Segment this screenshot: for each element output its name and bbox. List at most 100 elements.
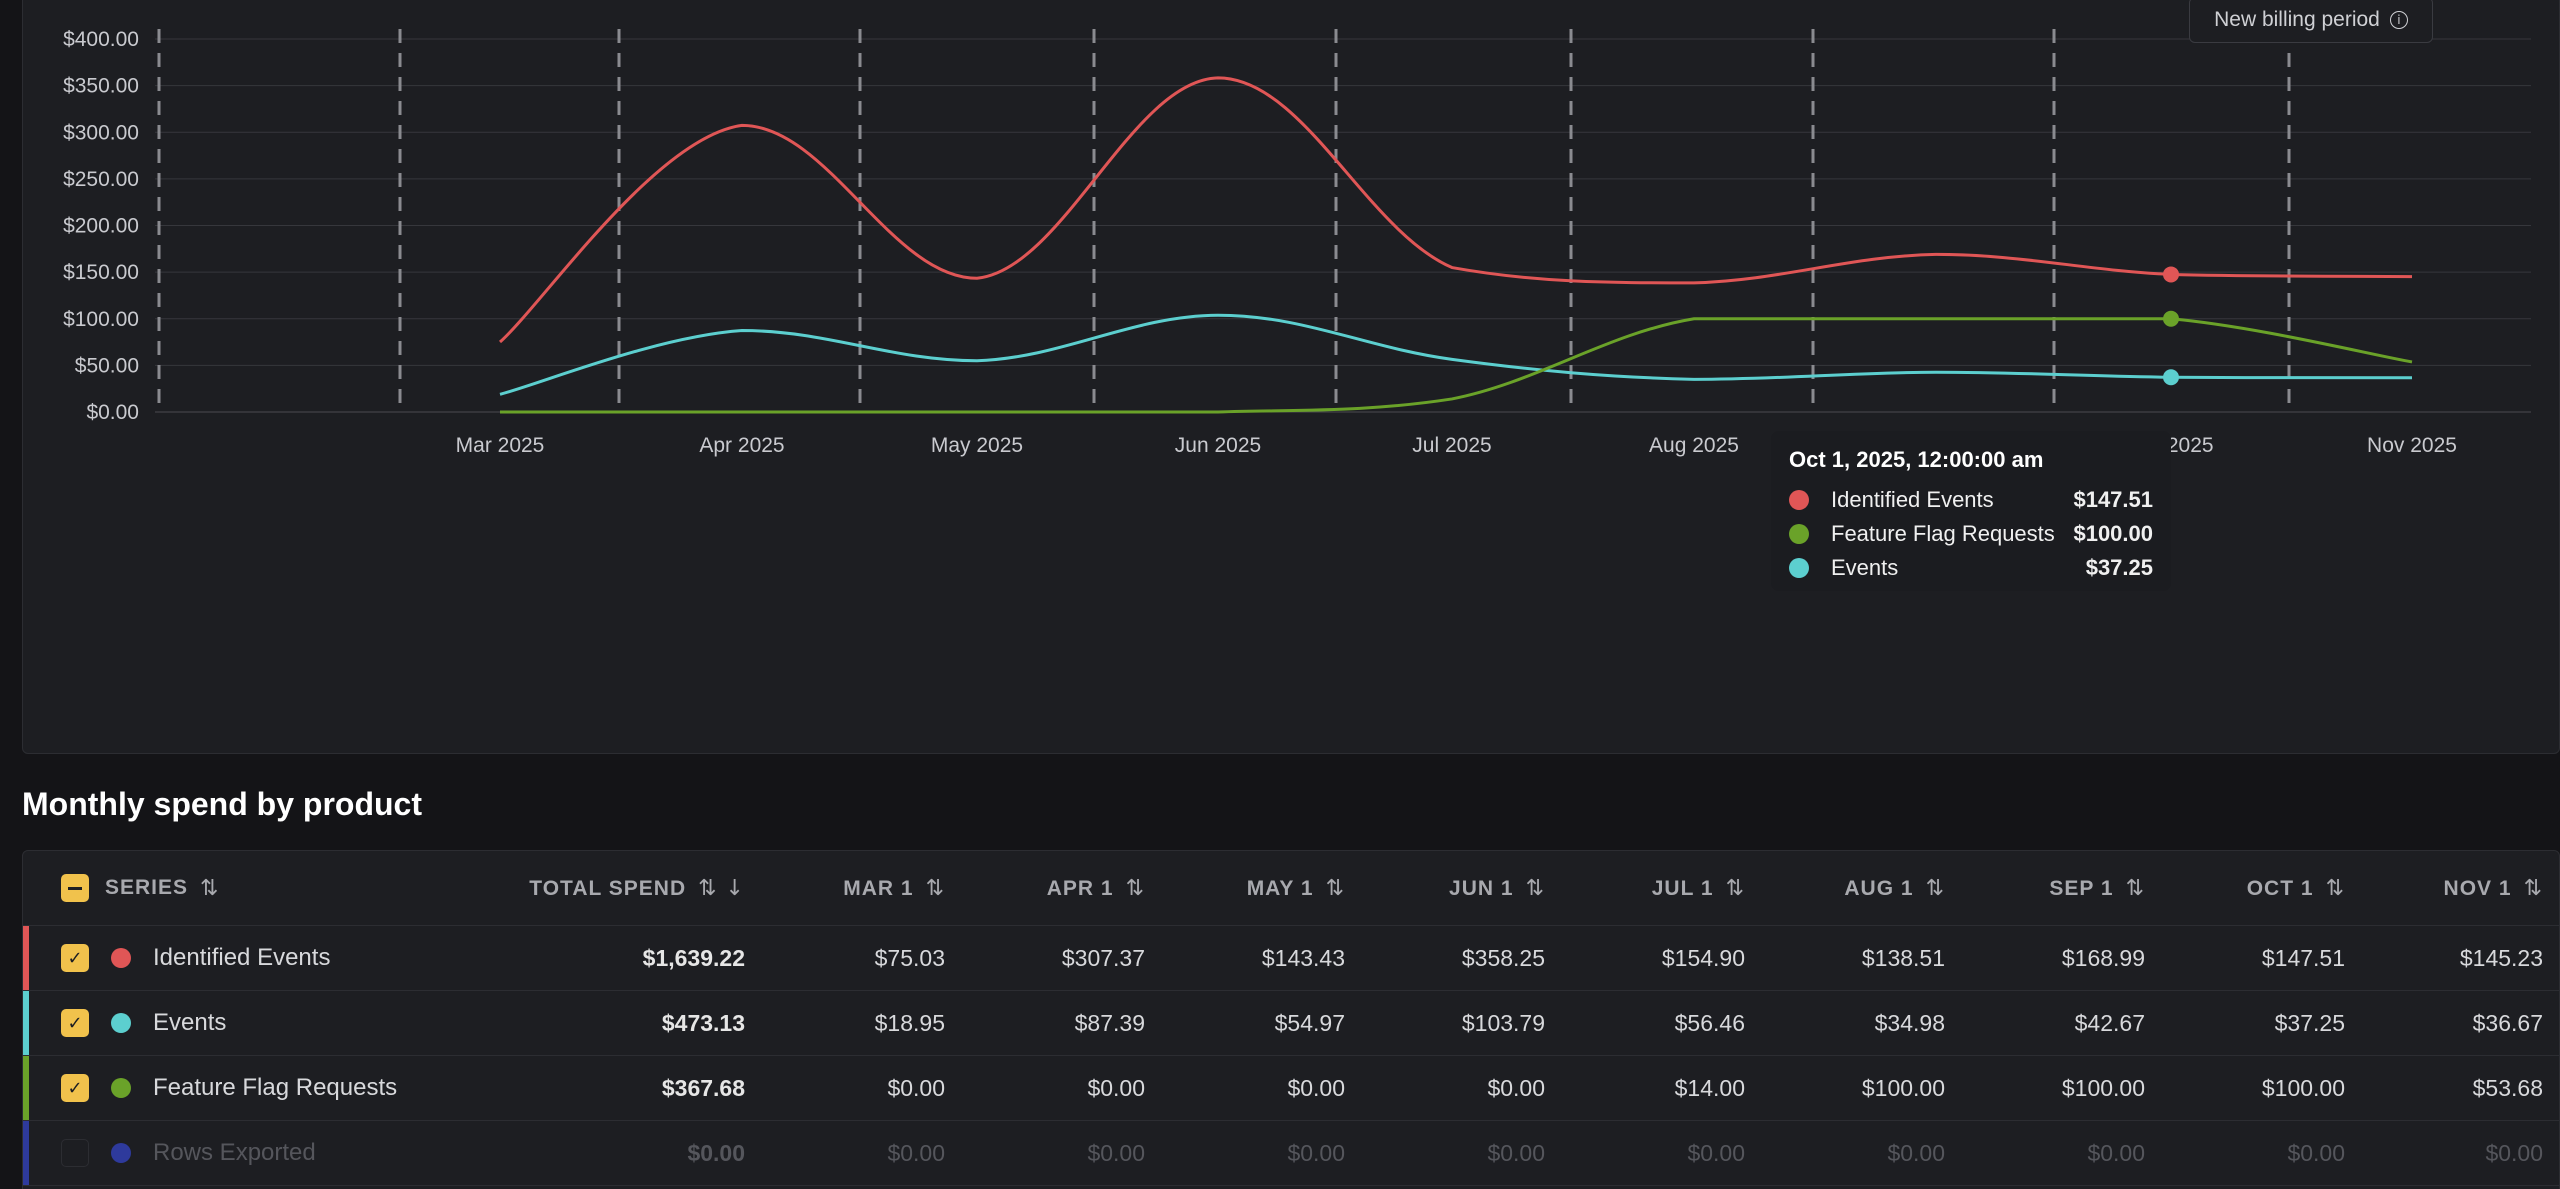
series-checkbox[interactable] — [61, 1139, 89, 1167]
sort-icon[interactable]: ⇅ — [1325, 875, 1345, 901]
month-value-cell: $100.00 — [1963, 1055, 2163, 1121]
sort-icon[interactable]: ⇅ — [2325, 875, 2345, 901]
month-value-cell: $0.00 — [763, 1120, 963, 1186]
data-point — [2163, 310, 2179, 327]
sort-icon[interactable]: ⇅ — [1925, 875, 1945, 901]
y-tick-label: $300.00 — [63, 121, 139, 144]
series-cell: ✓ Feature Flag Requests — [23, 1055, 463, 1121]
info-icon[interactable]: i — [2389, 11, 2408, 29]
select-all-checkbox[interactable] — [61, 874, 89, 902]
new-billing-period-badge[interactable]: New billing period i — [2189, 0, 2433, 43]
tooltip-series-name: Identified Events — [1831, 487, 1994, 512]
month-value-cell: $100.00 — [1763, 1055, 1963, 1121]
month-value-cell: $53.68 — [2363, 1055, 2559, 1121]
x-tick-label: Mar 2025 — [456, 434, 545, 457]
x-tick-label: Jun 2025 — [1175, 434, 1261, 457]
month-value-cell: $103.79 — [1363, 990, 1563, 1056]
month-value-cell: $147.51 — [2163, 925, 2363, 991]
month-value-cell: $0.00 — [1963, 1120, 2163, 1186]
column-header-month[interactable]: MAY 1 ⇅ — [1163, 851, 1363, 926]
spend-chart-card: $0.00 $50.00 $100.00 $150.00 $200.00 $250.00 $… — [22, 0, 2560, 754]
y-tick-label: $0.00 — [86, 401, 139, 424]
column-header-month[interactable]: JUL 1 ⇅ — [1563, 851, 1763, 926]
sort-icon[interactable]: ⇅ — [1525, 875, 1545, 901]
column-label: SEP 1 — [2049, 876, 2114, 900]
column-label: SERIES — [105, 876, 189, 899]
column-header-month[interactable]: APR 1 ⇅ — [963, 851, 1163, 926]
column-header-total-spend[interactable]: TOTAL SPEND ⇅ ↓ — [463, 851, 763, 926]
month-value-cell: $0.00 — [1563, 1120, 1763, 1186]
table-header-row: SERIES ⇅ TOTAL SPEND ⇅ ↓ MAR 1 ⇅ APR 1 ⇅ MA… — [23, 851, 2559, 926]
series-checkbox[interactable]: ✓ — [61, 1074, 89, 1102]
column-label: OCT 1 — [2246, 876, 2314, 900]
series-color-dot — [111, 1078, 131, 1098]
series-line — [499, 317, 2413, 414]
column-header-month[interactable]: JUN 1 ⇅ — [1363, 851, 1563, 926]
column-header-month[interactable]: SEP 1 ⇅ — [1963, 851, 2163, 926]
column-header-month[interactable]: AUG 1 ⇅ — [1763, 851, 1963, 926]
month-value-cell: $0.00 — [963, 1055, 1163, 1121]
month-value-cell: $0.00 — [1363, 1055, 1563, 1121]
x-tick-label: Aug 2025 — [1649, 434, 1739, 457]
table-row[interactable]: ✓ Events $473.13 $18.95 $87.39 $54.97 $103.79 $… — [23, 990, 2559, 1056]
table-row[interactable]: ✓ Feature Flag Requests $367.68 $0.00 $0.00 $… — [23, 1055, 2559, 1121]
month-value-cell: $34.98 — [1763, 990, 1963, 1056]
data-point — [2163, 266, 2179, 283]
month-value-cell: $54.97 — [1163, 990, 1363, 1056]
month-value-cell: $36.67 — [2363, 990, 2559, 1056]
series-color-bar — [23, 926, 29, 990]
month-value-cell: $42.67 — [1963, 990, 2163, 1056]
series-color-dot — [1789, 490, 1809, 510]
month-value-cell: $138.51 — [1763, 925, 1963, 991]
series-color-bar — [23, 1056, 29, 1120]
month-value-cell: $0.00 — [1163, 1055, 1363, 1121]
x-tick-label: Nov 2025 — [2367, 434, 2457, 457]
sort-icon[interactable]: ⇅ ↓ — [698, 875, 745, 901]
month-value-cell: $18.95 — [763, 990, 963, 1056]
column-header-month[interactable]: NOV 1 ⇅ — [2363, 851, 2559, 926]
column-label: JUL 1 — [1651, 876, 1714, 900]
month-value-cell: $168.99 — [1963, 925, 2163, 991]
month-value-cell: $143.43 — [1163, 925, 1363, 991]
month-value-cell: $37.25 — [2163, 990, 2363, 1056]
column-label: MAR 1 — [843, 876, 914, 900]
month-value-cell: $0.00 — [963, 1120, 1163, 1186]
x-tick-label: Apr 2025 — [699, 434, 784, 457]
sort-icon[interactable]: ⇅ — [200, 875, 220, 901]
y-tick-label: $200.00 — [63, 215, 139, 238]
month-value-cell: $0.00 — [1763, 1120, 1963, 1186]
sort-icon[interactable]: ⇅ — [2523, 875, 2543, 901]
x-tick-label: May 2025 — [931, 434, 1023, 457]
y-tick-label: $350.00 — [63, 75, 139, 98]
month-value-cell: $56.46 — [1563, 990, 1763, 1056]
table-row[interactable]: ✓ Identified Events $1,639.22 $75.03 $307.37… — [23, 925, 2559, 991]
table-row[interactable]: Rows Exported $0.00 $0.00 $0.00 $0.00 $0.00 $0… — [23, 1120, 2559, 1186]
column-header-series[interactable]: SERIES ⇅ — [23, 851, 463, 926]
section-title: Monthly spend by product — [22, 786, 422, 822]
tooltip-series-name: Events — [1831, 555, 1899, 580]
series-line — [498, 76, 2413, 344]
spend-line-chart[interactable]: $0.00 $50.00 $100.00 $150.00 $200.00 $250.00 $… — [23, 0, 2560, 755]
series-cell: ✓ Events — [23, 990, 463, 1056]
tooltip-series-value: $37.25 — [2085, 555, 2153, 580]
sort-icon[interactable]: ⇅ — [2125, 875, 2145, 901]
month-value-cell: $75.03 — [763, 925, 963, 991]
tooltip-title: Oct 1, 2025, 12:00:00 am — [1789, 447, 2044, 472]
series-checkbox[interactable]: ✓ — [61, 944, 89, 972]
sort-icon[interactable]: ⇅ — [1725, 875, 1745, 901]
column-header-month[interactable]: MAR 1 ⇅ — [763, 851, 963, 926]
month-value-cell: $0.00 — [763, 1055, 963, 1121]
table-body: ✓ Identified Events $1,639.22 $75.03 $307.37… — [23, 925, 2559, 1186]
total-spend-cell: $0.00 — [463, 1120, 763, 1186]
month-value-cell: $100.00 — [2163, 1055, 2363, 1121]
series-color-dot — [111, 1013, 131, 1033]
tooltip-row: Identified Events $147.51 — [1789, 483, 2153, 517]
sort-icon[interactable]: ⇅ — [1125, 875, 1145, 901]
tooltip-series-name: Feature Flag Requests — [1831, 521, 2055, 546]
billing-badge-label: New billing period — [2214, 8, 2380, 31]
sort-icon[interactable]: ⇅ — [925, 875, 945, 901]
series-name: Feature Flag Requests — [153, 1074, 398, 1101]
series-checkbox[interactable]: ✓ — [61, 1009, 89, 1037]
column-label: NOV 1 — [2443, 876, 2512, 900]
column-header-month[interactable]: OCT 1 ⇅ — [2163, 851, 2363, 926]
